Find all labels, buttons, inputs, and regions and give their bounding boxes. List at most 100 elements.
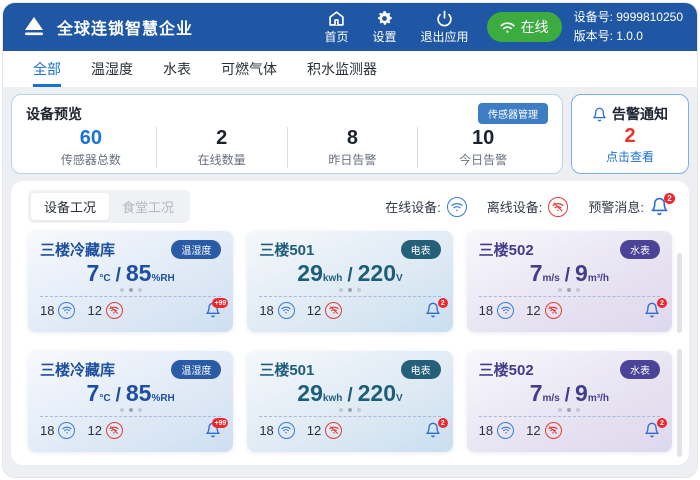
tab-water-detector[interactable]: 积水监测器 xyxy=(307,61,377,77)
carousel-dots[interactable] xyxy=(259,407,440,412)
offline-devices-label: 离线设备: xyxy=(486,200,543,215)
wifi-online-icon xyxy=(446,196,467,217)
stat-total-label: 传感器总数 xyxy=(60,153,121,167)
version-value: 1.0.0 xyxy=(616,29,643,43)
card-alert-bell-icon[interactable]: +99 xyxy=(205,298,229,318)
carousel-dots[interactable] xyxy=(479,287,660,292)
alert-bell-icon[interactable]: 2 xyxy=(650,193,675,216)
tab-canteen-status[interactable]: 食堂工况 xyxy=(122,200,175,215)
wifi-offline-icon xyxy=(544,301,562,319)
device-card[interactable]: 三楼502 水表 7m/s/9m³/h 18 12 2 xyxy=(466,231,672,332)
online-count: 18 xyxy=(478,302,494,318)
alarm-notice-panel[interactable]: 告警通知 2 点击查看 xyxy=(571,94,689,174)
app-title: 全球连锁智慧企业 xyxy=(57,21,194,38)
carousel-dots[interactable] xyxy=(40,287,221,292)
device-card[interactable]: 三楼冷藏库 温湿度 7°C/85%RH 18 12 +99 xyxy=(28,351,234,452)
divider xyxy=(478,295,660,297)
card-alert-bell-icon[interactable]: +99 xyxy=(205,418,229,438)
category-tabs: 全部 温湿度 水表 可燃气体 积水监测器 xyxy=(3,51,697,87)
alert-count-badge: 2 xyxy=(664,193,675,204)
device-card[interactable]: 三楼501 电表 29kwh/220V 18 12 2 xyxy=(247,351,453,452)
device-type-badge: 电表 xyxy=(400,240,441,259)
overview-row: 设备预览 传感器管理 60 传感器总数 2 在线数量 8 昨日告警 xyxy=(11,94,689,174)
online-status-label: 在线 xyxy=(520,19,549,35)
carousel-dots[interactable] xyxy=(259,287,440,292)
device-readings: 7m/s/9m³/h xyxy=(529,380,609,406)
workspace-status-bar: 在线设备: 离线设备: 预警消息: xyxy=(385,193,675,217)
device-readings: 7°C/85%RH xyxy=(86,260,175,286)
stat-yesterday-alarms: 8 昨日告警 xyxy=(286,127,418,168)
overview-title: 设备预览 xyxy=(26,105,82,122)
device-card[interactable]: 三楼501 电表 29kwh/220V 18 12 2 xyxy=(247,231,453,332)
alert-messages-legend: 预警消息: 2 xyxy=(588,193,675,216)
wifi-online-icon xyxy=(58,421,76,439)
device-name: 三楼501 xyxy=(259,362,315,379)
wifi-online-icon xyxy=(277,421,295,439)
alarm-count: 2 xyxy=(624,125,636,147)
sensor-manage-button[interactable]: 传感器管理 xyxy=(478,103,548,124)
tab-water-meter[interactable]: 水表 xyxy=(163,61,191,77)
offline-count: 12 xyxy=(87,302,102,318)
carousel-dots[interactable] xyxy=(40,407,221,412)
device-overview-panel: 设备预览 传感器管理 60 传感器总数 2 在线数量 8 昨日告警 xyxy=(11,94,563,174)
nav-home[interactable]: 首页 xyxy=(325,10,349,45)
device-cards-grid: 三楼冷藏库 温湿度 7°C/85%RH 18 12 +99 xyxy=(11,228,689,452)
online-count: 18 xyxy=(478,422,494,438)
alert-messages-label: 预警消息: xyxy=(588,200,644,215)
offline-count: 12 xyxy=(87,422,102,438)
card-alert-bell-icon[interactable]: 2 xyxy=(425,298,448,318)
device-name: 三楼502 xyxy=(478,242,534,259)
offline-devices-legend: 离线设备: xyxy=(486,196,569,217)
card-alert-bell-icon[interactable]: 2 xyxy=(644,418,667,438)
wifi-offline-icon xyxy=(105,301,123,319)
tab-all[interactable]: 全部 xyxy=(33,51,61,87)
offline-count: 12 xyxy=(306,302,322,318)
scrollbar-thumb[interactable] xyxy=(677,253,682,333)
stat-today-value: 10 xyxy=(472,127,495,149)
overview-stats: 60 传感器总数 2 在线数量 8 昨日告警 10 今日告警 xyxy=(26,127,548,168)
device-name: 三楼501 xyxy=(259,242,315,259)
header: 全球连锁智慧企业 首页 设置 退出应用 在线 设备号: 9999810250 版… xyxy=(3,3,697,51)
content-area: 设备预览 传感器管理 60 传感器总数 2 在线数量 8 昨日告警 xyxy=(3,87,697,465)
device-card[interactable]: 三楼冷藏库 温湿度 7°C/85%RH 18 12 +99 xyxy=(28,231,234,332)
nav-home-label: 首页 xyxy=(324,29,349,44)
nav-exit[interactable]: 退出应用 xyxy=(421,10,469,45)
online-devices-label: 在线设备: xyxy=(385,200,441,215)
scrollbar-thumb[interactable] xyxy=(677,349,682,457)
nav-settings-label: 设置 xyxy=(372,29,397,44)
stat-online-count: 2 在线数量 xyxy=(155,127,287,168)
device-card[interactable]: 三楼502 水表 7m/s/9m³/h 18 12 2 xyxy=(466,351,672,452)
tab-temp-humidity[interactable]: 温湿度 xyxy=(91,61,133,77)
wifi-online-icon xyxy=(58,301,76,319)
divider xyxy=(40,295,222,297)
workspace-tabs: 设备工况 食堂工况 xyxy=(28,190,191,223)
tab-gas[interactable]: 可燃气体 xyxy=(221,61,277,77)
online-count: 18 xyxy=(259,422,274,438)
device-name: 三楼502 xyxy=(478,362,534,379)
stat-online-label: 在线数量 xyxy=(197,153,246,167)
device-name: 三楼冷藏库 xyxy=(40,362,116,379)
tab-device-status[interactable]: 设备工况 xyxy=(31,193,110,220)
device-name: 三楼冷藏库 xyxy=(40,242,116,259)
card-alert-bell-icon[interactable]: 2 xyxy=(425,418,448,438)
nav-settings[interactable]: 设置 xyxy=(373,10,397,45)
wifi-icon xyxy=(500,21,515,33)
alarm-panel-title: 告警通知 xyxy=(612,106,668,122)
wifi-online-icon xyxy=(497,301,515,319)
carousel-dots[interactable] xyxy=(479,407,660,412)
device-info: 设备号: 9999810250 版本号: 1.0.0 xyxy=(574,8,683,45)
stat-today-alarms: 10 今日告警 xyxy=(417,127,548,168)
device-readings: 7m/s/9m³/h xyxy=(529,260,609,286)
online-status-badge[interactable]: 在线 xyxy=(486,12,562,42)
alarm-view-link[interactable]: 点击查看 xyxy=(605,150,654,164)
card-alert-bell-icon[interactable]: 2 xyxy=(644,298,667,318)
offline-count: 12 xyxy=(306,422,322,438)
device-no-value: 9999810250 xyxy=(616,10,683,25)
card-alert-count-badge: 2 xyxy=(437,298,448,309)
main-panel: 设备工况 食堂工况 在线设备: 离线设备: xyxy=(11,181,689,465)
device-readings: 29kwh/220V xyxy=(297,380,403,406)
device-type-badge: 水表 xyxy=(619,360,660,379)
card-alert-count-badge: 2 xyxy=(437,418,448,429)
online-count: 18 xyxy=(40,302,55,318)
divider xyxy=(40,415,222,417)
